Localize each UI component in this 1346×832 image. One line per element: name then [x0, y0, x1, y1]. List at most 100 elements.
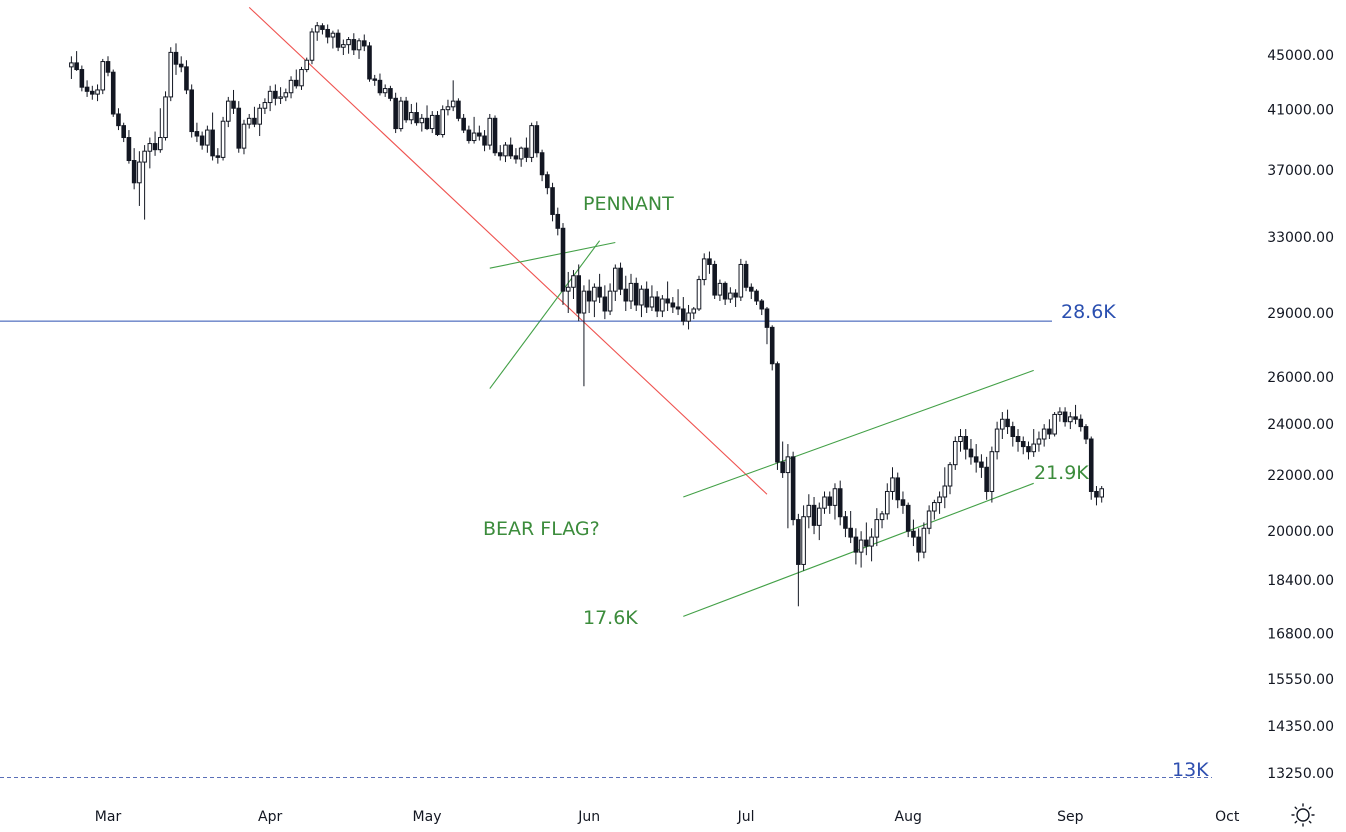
candle-body [822, 496, 827, 509]
candle [748, 283, 754, 300]
candle [1047, 419, 1052, 440]
candle-body [952, 441, 958, 466]
candle-body [110, 71, 116, 115]
candle [952, 436, 958, 470]
candle-body [1057, 411, 1063, 415]
candle [299, 66, 304, 90]
candle [780, 441, 785, 478]
candle-body [670, 302, 676, 308]
candle [241, 119, 247, 155]
candle [576, 264, 582, 322]
candle [110, 69, 116, 117]
price-axis[interactable]: 45000.00 41000.00 37000.00 33000.00 29000.00… [1267, 48, 1334, 782]
candle-body [194, 131, 200, 137]
candle-body [681, 308, 686, 322]
candle-body [942, 485, 948, 498]
candle-body [717, 282, 723, 296]
candle [393, 92, 398, 134]
candle [95, 84, 100, 102]
candle [822, 491, 827, 514]
candle-body [524, 147, 529, 158]
candle-body [199, 135, 205, 146]
candle-body [895, 477, 901, 501]
candle [335, 29, 341, 52]
candle [796, 513, 801, 607]
candle [246, 113, 252, 129]
candle [1015, 429, 1021, 452]
time-axis[interactable]: Mar Apr May Jun Jul Aug Sep Oct [95, 809, 1240, 825]
candle-body [435, 114, 440, 136]
candle-body [267, 90, 273, 104]
candle [994, 421, 1000, 460]
candle [853, 528, 859, 565]
candle [1088, 436, 1094, 500]
candle-body [513, 155, 519, 160]
candle-body [393, 97, 398, 130]
candle [121, 122, 126, 143]
candle [764, 306, 770, 345]
candle [848, 511, 853, 544]
candle-body [257, 107, 262, 125]
candle-body [1041, 428, 1047, 440]
candle [686, 304, 691, 330]
candle-body [644, 288, 649, 308]
candle [947, 462, 953, 495]
candle-body [262, 102, 268, 109]
x-tick-label: Aug [895, 809, 922, 825]
candle [801, 505, 806, 571]
candle [832, 483, 838, 520]
candle-body [283, 92, 289, 98]
candle [701, 253, 707, 286]
candle-body [764, 308, 770, 328]
candle-body [497, 152, 503, 157]
candle-body [811, 504, 817, 526]
candle [581, 285, 587, 387]
candle [722, 281, 728, 305]
candle-body [748, 286, 754, 292]
candle-body [309, 31, 315, 61]
candle [126, 130, 132, 164]
candle [435, 111, 440, 137]
candle [84, 80, 90, 97]
candle [785, 444, 791, 529]
candle-body [633, 282, 639, 306]
horizontal-levels-layer [0, 320, 1212, 778]
candle-body [372, 78, 378, 81]
candle [895, 472, 901, 509]
candle [304, 57, 310, 73]
trend-line [683, 369, 1034, 498]
candle-body [273, 90, 278, 99]
candle [69, 56, 74, 79]
candle [367, 42, 372, 82]
candle-body [848, 527, 853, 538]
candle-body [1099, 488, 1105, 498]
candle-body [785, 456, 791, 474]
candle-body [576, 275, 582, 314]
x-tick-label: Sep [1057, 809, 1084, 825]
candle-body [1031, 443, 1037, 453]
candle [199, 131, 205, 150]
candle-body [691, 308, 697, 314]
candle-body [1068, 416, 1073, 423]
candle [79, 65, 85, 92]
candle-body [602, 296, 608, 312]
candle-body [210, 129, 215, 157]
candle [168, 47, 174, 102]
candle [283, 88, 289, 102]
trendlines-layer [248, 6, 1034, 617]
candle-body [1083, 426, 1089, 440]
candle [131, 148, 137, 190]
candle-body [905, 504, 911, 532]
candle-body [241, 123, 247, 149]
candle-body [1088, 438, 1094, 492]
candle [618, 262, 623, 296]
candle-body [958, 436, 963, 443]
settings-sun-icon[interactable] [1291, 803, 1315, 827]
candle-body [105, 61, 111, 73]
candle-body [884, 490, 890, 515]
candle-body [445, 106, 451, 111]
candle-body [74, 62, 79, 71]
candle-body [137, 161, 142, 184]
candle-body [707, 258, 712, 265]
